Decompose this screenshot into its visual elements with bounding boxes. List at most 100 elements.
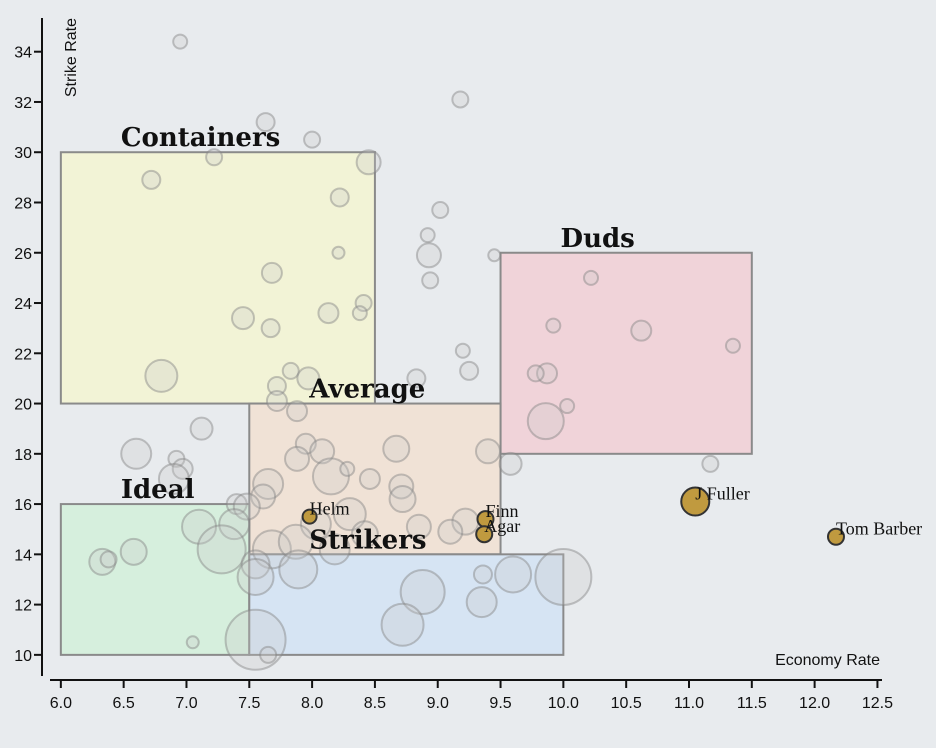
y-tick-label: 26	[14, 246, 32, 263]
y-axis-ticks: 10 12 14 16 18 20 22 24 26 28 30 32 34	[14, 45, 42, 665]
x-tick-label: 7.0	[175, 695, 197, 712]
background-point	[231, 306, 256, 331]
x-tick-label: 11.5	[737, 695, 767, 712]
x-tick-label: 8.5	[364, 695, 386, 712]
background-point	[498, 451, 523, 476]
zone-containers	[59, 151, 376, 405]
zone-ideal	[59, 503, 251, 656]
background-point	[99, 550, 118, 569]
background-point	[309, 438, 336, 465]
background-point	[332, 497, 367, 532]
background-point	[451, 90, 470, 109]
background-point	[144, 358, 179, 393]
player-label: Tom Barber	[836, 519, 922, 539]
background-point	[405, 513, 432, 540]
player-label: Agar	[484, 516, 520, 536]
background-point	[286, 400, 309, 423]
y-tick-label: 28	[14, 195, 32, 212]
background-point	[437, 518, 464, 545]
background-point	[205, 148, 224, 167]
background-point	[120, 437, 153, 470]
x-tick-label: 12.0	[799, 695, 830, 712]
background-point	[415, 242, 442, 269]
background-point	[350, 520, 379, 549]
x-tick-label: 10.0	[548, 695, 579, 712]
background-point	[354, 294, 373, 313]
background-point	[284, 445, 311, 472]
y-tick-label: 14	[14, 547, 32, 564]
background-point	[465, 586, 498, 619]
background-point	[181, 508, 218, 545]
background-point	[196, 524, 247, 575]
background-point	[236, 557, 275, 596]
background-point	[526, 402, 565, 441]
zone-label-containers: Containers	[121, 123, 280, 153]
background-point	[406, 368, 427, 389]
background-point	[260, 261, 283, 284]
background-point	[167, 449, 186, 468]
background-point	[119, 537, 148, 566]
background-point	[172, 33, 189, 50]
axes-layer: 6.0 6.5 7.0 7.5 8.0 8.5 9.0 9.5 10.0 10.5 11.0 11.5…	[14, 18, 893, 712]
background-point	[311, 457, 350, 496]
background-point	[459, 360, 480, 381]
background-point	[382, 434, 411, 463]
y-tick-label: 16	[14, 497, 32, 514]
background-point	[240, 549, 271, 580]
background-point	[534, 547, 593, 606]
player-point[interactable]	[301, 508, 318, 525]
background-point	[294, 432, 317, 455]
x-tick-label: 11.0	[674, 695, 704, 712]
background-point	[218, 508, 251, 541]
background-point	[487, 248, 502, 263]
background-point	[472, 564, 493, 585]
zones-layer	[59, 151, 753, 656]
player-point[interactable]	[826, 527, 845, 546]
zone-labels-layer: Containers Duds Average Ideal Strikers	[121, 123, 635, 555]
player-point[interactable]	[680, 486, 711, 517]
y-tick-label: 10	[14, 648, 32, 665]
background-point	[259, 645, 278, 664]
x-tick-label: 12.5	[862, 695, 893, 712]
background-point	[317, 302, 340, 325]
background-point	[265, 390, 288, 413]
background-point	[431, 201, 450, 220]
background-point	[224, 608, 287, 671]
background-point	[185, 635, 200, 650]
y-tick-label: 32	[14, 95, 32, 112]
background-point	[454, 342, 471, 359]
background-point	[399, 569, 446, 616]
background-point	[331, 245, 346, 260]
player-label: Finn	[485, 501, 518, 521]
x-tick-label: 10.5	[611, 695, 642, 712]
y-tick-label: 20	[14, 397, 32, 414]
background-point	[339, 460, 356, 477]
background-point	[251, 529, 292, 570]
background-point	[250, 483, 277, 510]
background-point	[157, 462, 190, 495]
zone-label-ideal: Ideal	[121, 475, 195, 505]
y-tick-label: 30	[14, 145, 32, 162]
background-point	[303, 130, 322, 149]
zone-label-duds: Duds	[561, 224, 635, 254]
x-tick-label: 8.0	[301, 695, 323, 712]
background-point	[141, 169, 162, 190]
x-tick-label: 7.5	[238, 695, 260, 712]
zone-strikers	[248, 553, 565, 656]
background-point	[358, 467, 381, 490]
background-point	[421, 271, 440, 290]
background-point	[388, 485, 417, 514]
background-point	[225, 493, 248, 516]
background-point	[388, 473, 415, 500]
y-tick-label: 12	[14, 598, 32, 615]
background-point	[277, 523, 314, 560]
background-point	[88, 547, 117, 576]
background-point	[252, 467, 285, 500]
y-axis-title: Strike Rate	[63, 18, 80, 97]
background-point	[474, 438, 501, 465]
background-point	[380, 602, 425, 647]
background-point	[701, 454, 720, 473]
player-point[interactable]	[475, 525, 494, 544]
y-tick-label: 34	[14, 45, 32, 62]
background-point	[419, 227, 436, 244]
